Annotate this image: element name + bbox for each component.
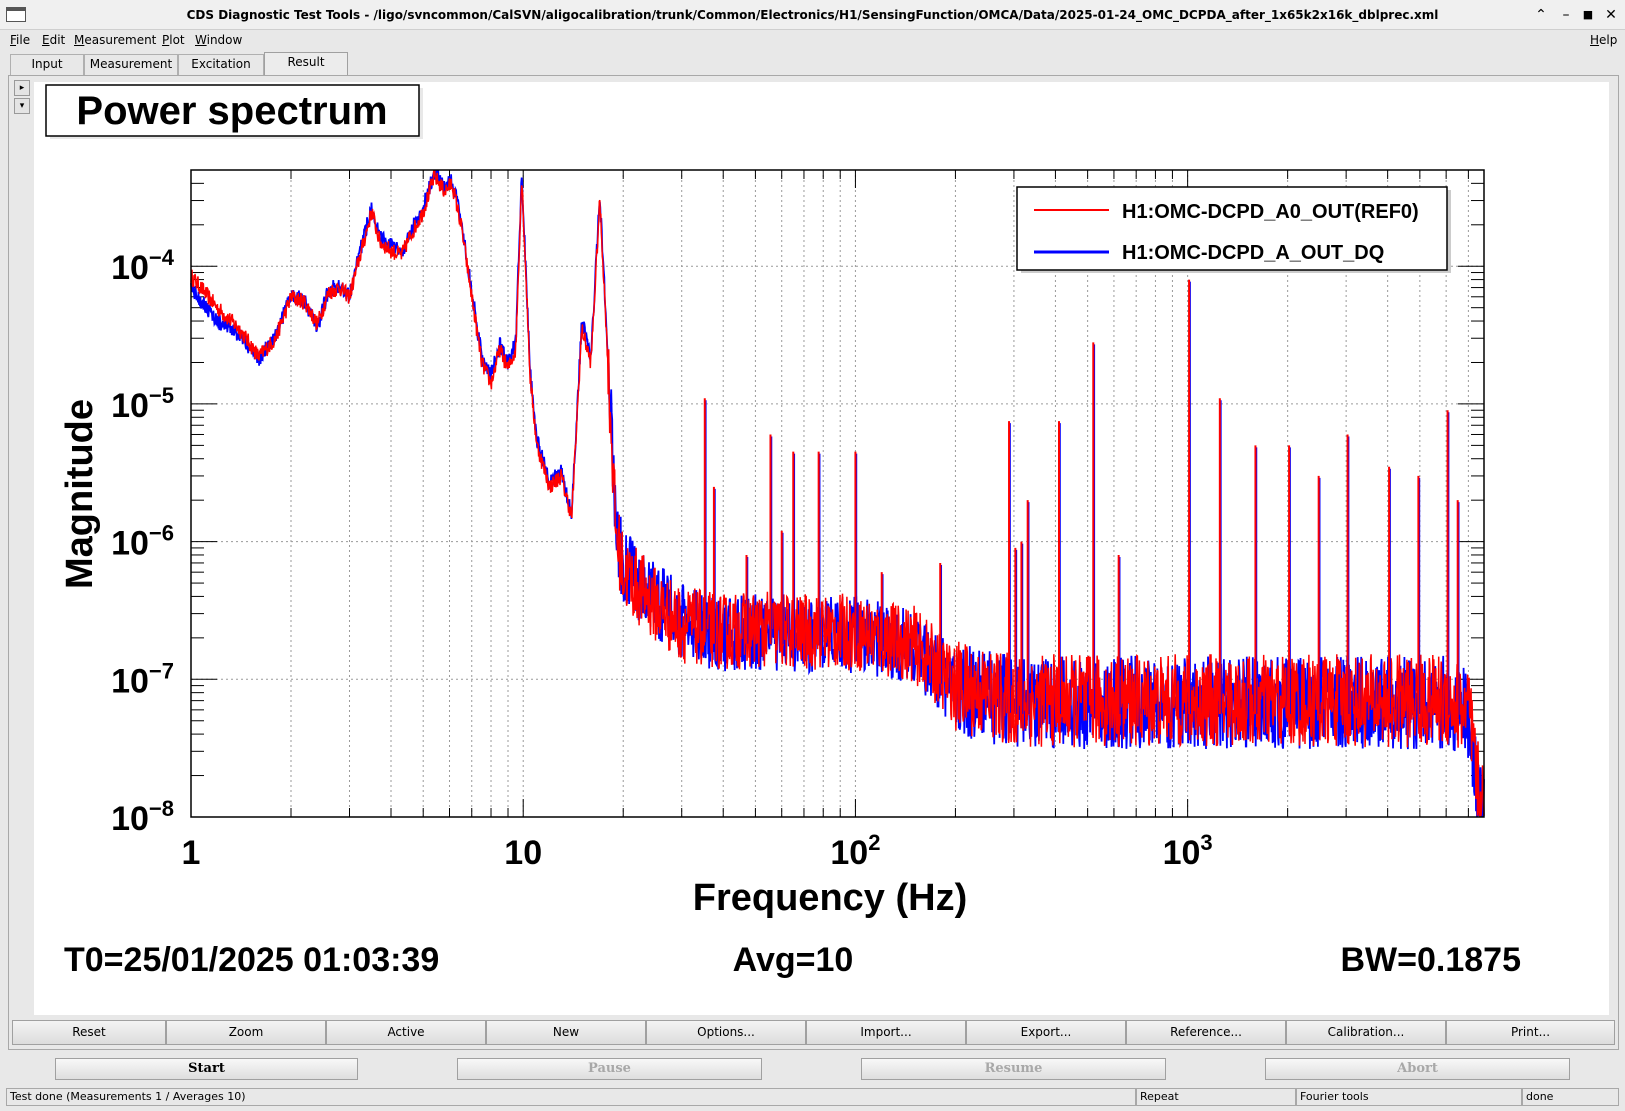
pause-button[interactable]: Pause bbox=[457, 1058, 762, 1080]
plot-title-box bbox=[45, 84, 420, 137]
import-button[interactable]: Import... bbox=[806, 1020, 966, 1045]
x-tick-label: 102 bbox=[830, 830, 880, 872]
tab-input[interactable]: Input bbox=[10, 54, 84, 75]
legend-label-ref0: H1:OMC-DCPD_A0_OUT(REF0) bbox=[1122, 201, 1419, 223]
app-window-icon[interactable] bbox=[6, 7, 26, 22]
status-repeat: Repeat bbox=[1136, 1088, 1296, 1106]
plot-canvas[interactable]: Power spectrum 1 10 102 103 10−4 10−5 10−6 10−… bbox=[34, 82, 1609, 1015]
abort-button[interactable]: Abort bbox=[1265, 1058, 1570, 1080]
x-axis-label: Frequency (Hz) bbox=[693, 877, 967, 919]
tab-result[interactable]: Result bbox=[264, 52, 348, 75]
expand-down-icon[interactable]: ▾ bbox=[14, 98, 30, 114]
series-line-ref0 bbox=[190, 169, 1485, 817]
y-tick-label: 10−6 bbox=[111, 521, 174, 563]
resume-button[interactable]: Resume bbox=[861, 1058, 1166, 1080]
x-axis-tick-labels: 1 10 102 103 bbox=[182, 830, 1213, 872]
series-layer bbox=[190, 169, 1485, 817]
y-tick-label: 10−7 bbox=[111, 658, 174, 700]
status-state: done bbox=[1522, 1088, 1619, 1106]
export-button[interactable]: Export... bbox=[966, 1020, 1126, 1045]
tab-excitation[interactable]: Excitation bbox=[178, 54, 264, 75]
measurement-control-row: Start Pause Resume Abort bbox=[0, 1058, 1625, 1083]
peaks-layer bbox=[703, 279, 1460, 719]
reference-button[interactable]: Reference... bbox=[1126, 1020, 1286, 1045]
new-button[interactable]: New bbox=[486, 1020, 646, 1045]
close-window-icon[interactable]: ✕ bbox=[1605, 7, 1617, 23]
maximize-window-icon[interactable]: ■ bbox=[1582, 8, 1594, 21]
active-button[interactable]: Active bbox=[326, 1020, 486, 1045]
zoom-button[interactable]: Zoom bbox=[166, 1020, 326, 1045]
power-spectrum-plot[interactable]: Power spectrum 1 10 102 103 10−410−510−610−… bbox=[34, 82, 1609, 1015]
legend-label-dq: H1:OMC-DCPD_A_OUT_DQ bbox=[1122, 242, 1384, 264]
plot-grid bbox=[191, 170, 1484, 817]
tab-measurement[interactable]: Measurement bbox=[84, 54, 178, 75]
menu-edit[interactable]: Edit bbox=[42, 33, 66, 47]
t0-label: T0=25/01/2025 01:03:39 bbox=[64, 941, 439, 979]
menu-plot[interactable]: Plot bbox=[162, 33, 185, 47]
y-tick-label: 10−8 bbox=[111, 796, 174, 838]
status-fourier-tools: Fourier tools bbox=[1296, 1088, 1522, 1106]
menu-file[interactable]: File bbox=[10, 33, 31, 47]
plot-button-row: Reset Zoom Active New Options... Import.… bbox=[12, 1020, 1615, 1045]
calibration-button[interactable]: Calibration... bbox=[1286, 1020, 1446, 1045]
x-tick-label: 10 bbox=[504, 834, 542, 872]
expand-right-icon[interactable]: ▸ bbox=[14, 80, 30, 96]
plot-title: Power spectrum bbox=[76, 89, 387, 133]
bw-label: BW=0.1875 bbox=[1341, 941, 1522, 979]
y-axis-tick-labels: 10−4 10−5 10−6 10−7 10−8 bbox=[111, 245, 175, 838]
menu-help[interactable]: Help bbox=[1590, 33, 1618, 47]
start-button[interactable]: Start bbox=[55, 1058, 358, 1080]
menu-window[interactable]: Window bbox=[195, 33, 243, 47]
status-bar: Test done (Measurements 1 / Averages 10)… bbox=[0, 1088, 1625, 1108]
title-bar: CDS Diagnostic Test Tools - /ligo/svncom… bbox=[0, 0, 1625, 30]
print-button[interactable]: Print... bbox=[1446, 1020, 1615, 1045]
menu-bar: File Edit Measurement Plot Window Help bbox=[0, 30, 1625, 52]
x-tick-label: 103 bbox=[1163, 830, 1213, 872]
legend-box[interactable] bbox=[1016, 186, 1448, 271]
plot-frame bbox=[190, 169, 1485, 818]
reset-button[interactable]: Reset bbox=[12, 1020, 166, 1045]
y-tick-label: 10−5 bbox=[111, 383, 174, 425]
avg-label: Avg=10 bbox=[733, 941, 854, 979]
options-button[interactable]: Options... bbox=[646, 1020, 806, 1045]
status-message: Test done (Measurements 1 / Averages 10) bbox=[6, 1088, 1136, 1106]
shade-window-icon[interactable]: ⌃ bbox=[1535, 7, 1547, 23]
menu-measurement[interactable]: Measurement bbox=[74, 33, 157, 47]
y-tick-label: 10−4 bbox=[111, 245, 175, 287]
x-tick-label: 1 bbox=[182, 834, 201, 872]
window-title: CDS Diagnostic Test Tools - /ligo/svncom… bbox=[186, 8, 1439, 22]
minimize-window-icon[interactable]: – bbox=[1562, 7, 1570, 23]
y-axis-label: Magnitude bbox=[59, 399, 101, 589]
